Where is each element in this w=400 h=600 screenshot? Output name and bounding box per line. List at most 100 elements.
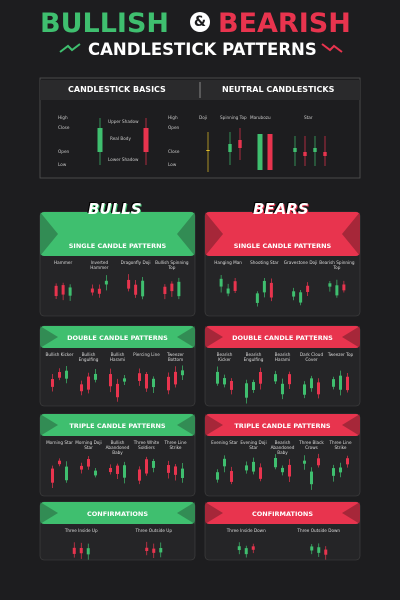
pattern-label: Three Line Strike — [164, 440, 187, 450]
candle-body — [317, 458, 320, 466]
candle-body — [252, 461, 255, 472]
panel-header — [205, 326, 360, 348]
candle-body — [230, 471, 233, 482]
candle-body — [163, 286, 167, 294]
candle-body — [328, 283, 332, 287]
pattern-label: Three Line Strike — [329, 440, 352, 450]
candle-body — [281, 467, 284, 473]
pattern-label: Inverted Hammer — [90, 260, 109, 270]
candle-body — [145, 459, 148, 474]
pattern-label: Three Black Crows — [299, 440, 324, 450]
candle-body — [123, 378, 126, 382]
candle-body — [293, 148, 297, 152]
candle-body — [216, 472, 219, 480]
down-arrow — [321, 43, 343, 53]
up-arrow — [59, 43, 81, 53]
pattern-label: Bearish Abandoned Baby — [270, 440, 295, 455]
panel-header — [205, 212, 360, 256]
basics-label: High — [168, 115, 178, 120]
basics-label: Low — [168, 162, 177, 167]
panel-header — [40, 502, 195, 524]
section-title: DOUBLE CANDLE PATTERNS — [67, 334, 168, 342]
pattern-label: Evening Star — [211, 440, 238, 445]
candle-body — [245, 465, 248, 471]
header-arrow — [342, 414, 360, 436]
pattern-label: Three Outside Up — [135, 528, 173, 533]
candle-body — [94, 373, 97, 380]
pattern-label: Bullish Harami — [109, 352, 126, 362]
candle-body — [141, 280, 145, 297]
panel-header — [40, 414, 195, 436]
section-title: CONFIRMATIONS — [251, 510, 314, 518]
pattern-label: Piercing Line — [133, 352, 160, 357]
candle-body — [143, 128, 149, 152]
candle-body — [97, 128, 103, 152]
pattern-label: Three Inside Down — [226, 528, 266, 533]
candle-body — [306, 285, 310, 292]
header-arrow — [177, 212, 195, 256]
pattern-label: Dragonfly Doji — [120, 260, 151, 265]
neutral-label: Star — [304, 115, 313, 120]
pattern-label: Bullish Kicker — [45, 352, 74, 357]
candle-body — [109, 374, 112, 387]
candle-body — [310, 471, 313, 485]
candle-body — [332, 468, 335, 476]
neutral-title: NEUTRAL CANDLESTICKS — [222, 85, 335, 94]
neutral-label: Marubozu — [250, 115, 271, 120]
basics-label: Low — [58, 162, 67, 167]
pattern-label: Morning Doji Star — [75, 440, 102, 450]
candle-body — [159, 548, 163, 553]
basics-frame — [39, 77, 361, 179]
title-bullish: BULLISH — [40, 8, 170, 39]
pattern-label: Three Outside Down — [297, 528, 341, 533]
candle-body — [252, 382, 255, 390]
header-arrow — [205, 414, 223, 436]
pattern-label: Bearish Kicker — [216, 352, 233, 362]
candle-body — [109, 467, 112, 473]
candle-body — [317, 547, 321, 553]
logo: BULLS — [88, 200, 142, 218]
candle-body — [317, 382, 320, 395]
candle-body — [292, 291, 296, 297]
section-title: SINGLE CANDLE PATTERNS — [68, 242, 167, 250]
candle-body — [181, 370, 184, 376]
section-title: DOUBLE CANDLE PATTERNS — [232, 334, 333, 342]
header-arrow — [40, 414, 58, 436]
candle-body — [138, 469, 141, 481]
pattern-label: Hammer — [54, 260, 73, 265]
candle-body — [170, 283, 174, 292]
candle-body — [342, 284, 346, 291]
header-arrow — [177, 502, 195, 524]
candle-body — [335, 285, 339, 296]
pattern-label: Bearish Engulfing — [243, 352, 264, 362]
section-title: TRIPLE CANDLE PATTERNS — [234, 422, 331, 430]
section-title: CONFIRMATIONS — [86, 510, 149, 518]
candle-body — [346, 376, 349, 391]
candle-body — [134, 284, 138, 295]
pattern-label: Bullish Spinning Top — [155, 260, 189, 270]
header-arrow — [342, 212, 360, 256]
pattern-label: Bullish Engulfing — [78, 352, 99, 362]
candle-body — [223, 458, 226, 467]
candle-body — [152, 378, 155, 388]
candle-body — [145, 374, 148, 389]
candle-body — [116, 465, 119, 474]
candle-body — [65, 370, 68, 379]
logo: BEARS — [253, 200, 309, 218]
panel-header — [205, 502, 360, 524]
header-arrow — [177, 414, 195, 436]
candle-body — [269, 282, 273, 298]
candle-body — [216, 371, 219, 384]
candle-body — [299, 292, 303, 303]
candle-body — [245, 383, 248, 398]
candle-body — [174, 466, 177, 475]
candle-body — [323, 152, 327, 156]
candle-body — [262, 280, 266, 293]
candle-body — [226, 288, 230, 294]
title-amp: & — [190, 12, 210, 32]
candle-body — [87, 376, 90, 390]
pattern-label: Gravestone Doji — [283, 260, 318, 265]
header-arrow — [205, 502, 223, 524]
